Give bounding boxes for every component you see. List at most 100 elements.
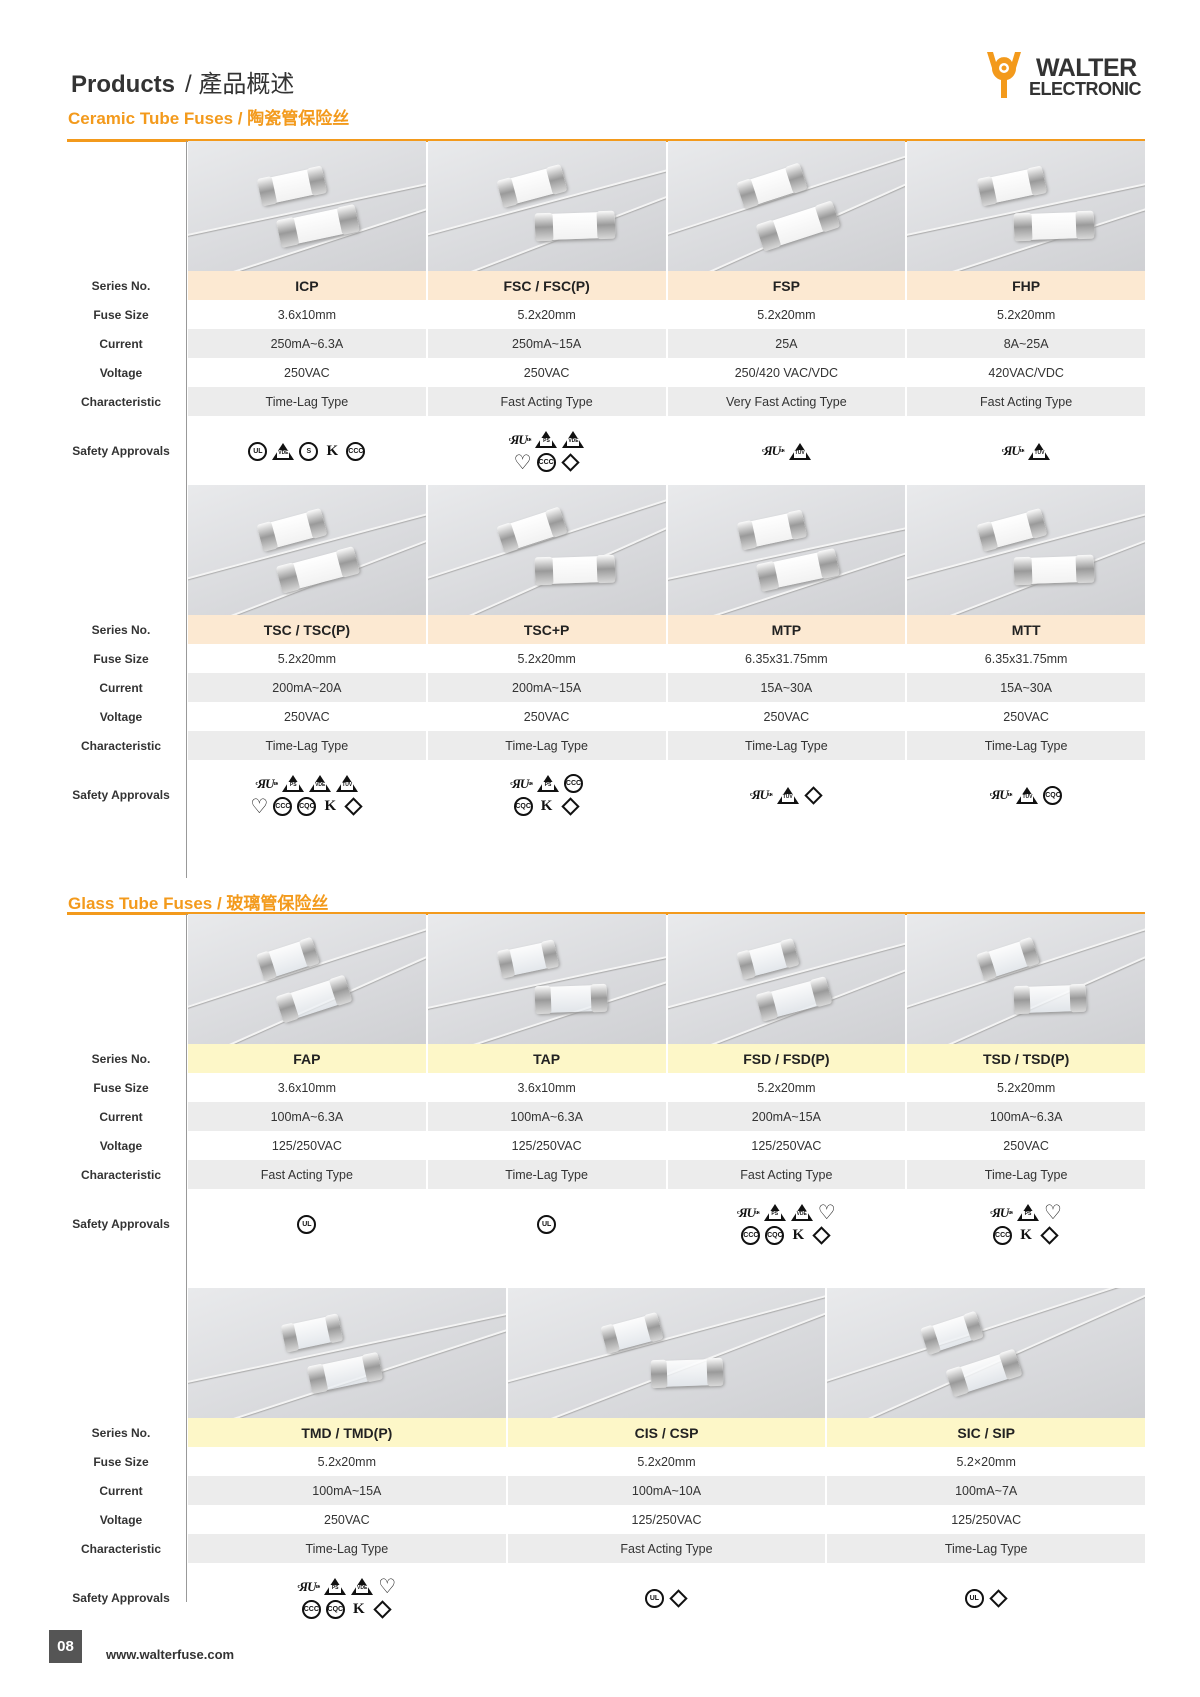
ccc-icon: CCC: [741, 1225, 761, 1245]
photo-row: [188, 485, 1145, 615]
jet-icon: [804, 785, 823, 805]
page-title: Products / 產品概述: [71, 64, 294, 99]
jet-icon: [812, 1225, 832, 1245]
cur-us-icon: c ЯU us: [508, 431, 532, 447]
product-photo: [188, 141, 426, 271]
row-label: Characteristic: [80, 1167, 162, 1182]
row-series: Series No. TMD / TMD(P) CIS / CSP SIC / SIP: [67, 1418, 1146, 1447]
product-block: Series No. TMD / TMD(P) CIS / CSP SIC / SIP…: [67, 1288, 1146, 1643]
fuse-image: [496, 507, 568, 553]
photo-row: [188, 1288, 1146, 1418]
spec-cell: 8A~25A: [907, 329, 1145, 358]
fuse-image: [496, 940, 560, 978]
cur-us-icon: c ЯU us: [255, 775, 279, 791]
bsi-icon: ♡: [817, 1202, 836, 1224]
spec-cell: 5.2x20mm: [757, 307, 816, 322]
spec-cell: 250VAC: [284, 365, 330, 380]
spec-cell: 15A~30A: [907, 673, 1145, 702]
row-label: Characteristic: [80, 394, 162, 409]
spec-cell: Time-Lag Type: [188, 1534, 506, 1563]
spec-cell: Fast Acting Type: [667, 1160, 906, 1189]
spec-cell: 6.35x31.75mm: [984, 651, 1068, 666]
fuse-image: [1013, 555, 1095, 585]
product-photo: [427, 914, 666, 1044]
product-photo: [907, 141, 1145, 271]
photo-row: [188, 141, 1145, 271]
spec-cell: 5.2x20mm: [996, 307, 1056, 322]
bsi-icon: ♡: [378, 1576, 397, 1598]
ul-c-us-icon: UL: [297, 1214, 317, 1234]
tuv-icon: TÜV: [1028, 442, 1051, 460]
row-characteristic: Characteristic Time-Lag Type Time-Lag Type…: [67, 731, 1145, 760]
row-series: Series No. FAP TAP FSD / FSD(P) TSD / TSD(P): [67, 1044, 1145, 1073]
spec-cell: 200mA~15A: [427, 673, 666, 702]
approval-icons: c ЯU us PS VDE TÜV ♡ CCC CQC K: [250, 775, 364, 818]
row-current: Current 100mA~6.3A 100mA~6.3A 200mA~15A 100m…: [67, 1102, 1145, 1131]
row-label: Safety Approvals: [72, 1590, 170, 1605]
fuse-image: [1013, 211, 1095, 241]
website-url[interactable]: www.walterfuse.com: [106, 1647, 235, 1662]
fuse-image: [945, 1349, 1023, 1397]
approval-icons: c ЯU us PS VDE ♡ CCC CQC K: [297, 1576, 397, 1619]
row-series: Series No. TSC / TSC(P) TSC+P MTP MTT: [67, 615, 1145, 644]
spec-cell: Time-Lag Type: [427, 1160, 666, 1189]
spec-cell: 100mA~7A: [827, 1476, 1146, 1505]
spec-cell: Time-Lag Type: [427, 731, 666, 760]
spec-cell: 250mA~15A: [427, 329, 666, 358]
walter-logo-icon: [987, 52, 1021, 98]
series-name: SIC / SIP: [827, 1418, 1146, 1447]
series-name: FAP: [188, 1044, 426, 1073]
spec-cell: 420VAC/VDC: [988, 365, 1064, 380]
spec-cell: 250VAC: [523, 365, 570, 380]
approval-icons: c ЯU us TÜV: [750, 785, 823, 805]
spec-cell: Fast Acting Type: [188, 1160, 426, 1189]
ccc-icon: CCC: [563, 774, 583, 793]
spec-cell: Time-Lag Type: [188, 387, 426, 416]
series-name: CIS / CSP: [507, 1418, 826, 1447]
walter-logo: WALTER ELECTRONIC: [984, 48, 1149, 102]
cur-us-icon: c ЯU us: [510, 775, 533, 791]
section-title-glass: Glass Tube Fuses / 玻璃管保险丝: [68, 894, 329, 913]
spec-cell: Fast Acting Type: [427, 387, 666, 416]
spec-cell: 6.35x31.75mm: [745, 651, 828, 666]
spec-cell: 250mA~6.3A: [188, 329, 426, 358]
spec-cell: Time-Lag Type: [907, 731, 1145, 760]
spec-cell: Time-Lag Type: [827, 1534, 1146, 1563]
fuse-image: [920, 1311, 984, 1355]
spec-cell: 250VAC: [763, 709, 810, 724]
row-label: Safety Approvals: [72, 787, 170, 802]
spec-cell: 5.2×20mm: [956, 1454, 1016, 1469]
series-name: FSD / FSD(P): [667, 1044, 906, 1073]
cur-us-icon: c ЯU us: [297, 1578, 320, 1594]
cqc-icon: CQC: [297, 796, 317, 816]
jet-icon: [669, 1588, 688, 1608]
spec-cell: 250VAC: [523, 709, 570, 724]
ccc-icon: CCC: [536, 452, 556, 472]
fuse-image: [976, 508, 1047, 552]
pse-icon: PS: [1016, 1204, 1039, 1221]
fuse-image: [650, 1358, 724, 1388]
bsi-icon: ♡: [513, 451, 532, 474]
approval-icons: UL: [297, 1214, 317, 1234]
spec-cell: 3.6x10mm: [517, 1080, 576, 1095]
cur-us-icon: c ЯU us: [989, 787, 1013, 802]
spec-cell: 100mA~15A: [188, 1476, 506, 1505]
spec-cell: 100mA~10A: [507, 1476, 826, 1505]
row-size: Fuse Size 5.2x20mm 5.2x20mm 5.2×20mm: [67, 1447, 1145, 1476]
row-series: Series No. ICP FSC / FSC(P) FSP FHP: [67, 271, 1145, 300]
cqc-icon: CQC: [513, 797, 533, 816]
series-name: FSC / FSC(P): [427, 271, 666, 300]
spec-cell: Time-Lag Type: [907, 1160, 1145, 1189]
vde-icon: VDE: [272, 442, 295, 460]
cqc-icon: CQC: [325, 1599, 345, 1619]
tuv-icon: TÜV: [788, 442, 811, 460]
kc-icon: K: [1020, 1226, 1032, 1243]
approval-icons: UL: [964, 1588, 1008, 1608]
spec-cell: 200mA~15A: [667, 1102, 906, 1131]
row-label: Series No.: [91, 1425, 151, 1440]
section-divider: [67, 912, 1145, 915]
logo-line2: ELECTRONIC: [1029, 79, 1142, 99]
spec-cell: 5.2x20mm: [517, 307, 576, 322]
